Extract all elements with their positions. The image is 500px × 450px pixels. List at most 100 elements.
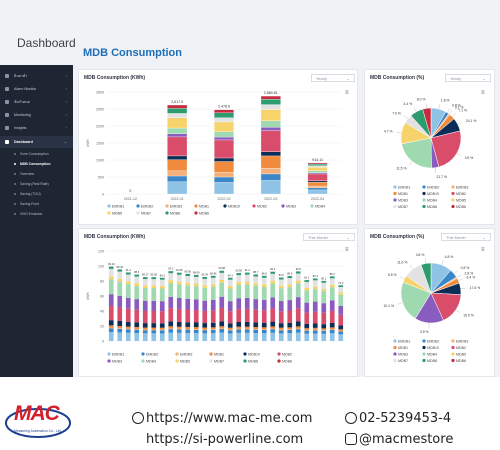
bar-segment xyxy=(210,322,216,328)
bar-segment xyxy=(227,279,233,286)
bar-total-label: 84.3 xyxy=(228,273,234,277)
bar-segment xyxy=(134,274,140,277)
legend-label: MDB10 xyxy=(427,192,439,196)
legend-label: EMDB2 xyxy=(141,204,153,208)
bar-segment xyxy=(227,301,233,312)
bar-segment xyxy=(214,136,234,141)
bar-segment xyxy=(202,327,208,330)
sidebar-item-monitoring[interactable]: Monitoring › xyxy=(0,109,73,121)
monthly-bar-card: MDB Consumption (KWh) This Month ⌄ ≡ 120… xyxy=(78,228,358,377)
bar-segment xyxy=(117,278,123,282)
sidebar-sub-saving-fund[interactable]: Saving Fund xyxy=(0,199,73,208)
bar-segment xyxy=(185,328,191,330)
pie-leader-line xyxy=(435,167,437,173)
bar-segment xyxy=(236,326,242,329)
bar-segment xyxy=(219,270,225,273)
pie-slice-label: 6.4 % xyxy=(467,275,476,279)
bar-segment xyxy=(168,328,174,330)
period-select[interactable]: This Month ⌄ xyxy=(303,233,355,241)
bar-segment xyxy=(329,322,335,328)
legend-label: MDB4 xyxy=(427,352,437,356)
sidebar-sub-zone-consumption[interactable]: Zone Consumption xyxy=(0,149,73,158)
bar-segment xyxy=(312,311,318,324)
legend-label: MDB7 xyxy=(398,359,408,363)
bar-segment xyxy=(329,330,335,334)
hamburger-menu-icon[interactable]: ≡ xyxy=(345,247,349,253)
bar-segment xyxy=(125,321,131,327)
bar-segment xyxy=(261,310,267,323)
sidebar-sub-overview[interactable]: Overview xyxy=(0,169,73,178)
legend-label: EMDB2 xyxy=(427,185,439,189)
line-id[interactable]: @macmestore xyxy=(345,432,453,447)
bar-segment xyxy=(260,173,281,181)
bar-segment xyxy=(278,288,284,302)
legend-swatch xyxy=(451,204,455,209)
monitor-icon xyxy=(5,113,9,117)
pie-leader-line xyxy=(441,260,444,265)
legend-label: MDB6 xyxy=(199,211,209,215)
period-select[interactable]: This Month ⌄ xyxy=(441,233,491,241)
bar-segment xyxy=(312,323,318,328)
website-link-primary[interactable]: https://www.mac-me.com xyxy=(132,411,312,426)
bar-segment xyxy=(261,286,267,300)
bar-segment xyxy=(236,332,242,341)
bar-segment xyxy=(202,323,208,328)
bar-total-label: 74.3 xyxy=(338,281,344,285)
bar-segment xyxy=(338,334,344,341)
website-link-text: https://www.mac-me.com xyxy=(146,411,313,426)
bar-segment xyxy=(142,287,148,301)
sidebar-sub-label: Saving Fund xyxy=(20,201,40,206)
bar-total-label: 85.17 xyxy=(142,273,149,277)
bar-segment xyxy=(227,311,233,324)
legend-label: EMDB1 xyxy=(112,352,124,356)
sidebar-sub-saving-real-rate[interactable]: Saving (Real Rate) xyxy=(0,179,73,188)
legend-label: MDB7 xyxy=(398,205,408,209)
pie-leader-line xyxy=(453,270,458,274)
hamburger-menu-icon[interactable]: ≡ xyxy=(481,90,485,96)
sidebar-sub-saving-tou[interactable]: Saving (TOU) xyxy=(0,189,73,198)
pie-slice xyxy=(430,130,462,168)
bar-segment xyxy=(176,321,182,327)
pie-slice-label: 8.0 % xyxy=(417,98,426,102)
bar-segment xyxy=(176,326,182,329)
phone-number[interactable]: 02-5239453-4 xyxy=(345,411,451,426)
sidebar-item-dashboard[interactable]: Dashboard ⌄ xyxy=(0,136,73,148)
sidebar-sub-label: Zone Consumption xyxy=(20,151,49,156)
sidebar-item-data[interactable]: ดิบดาต้า › xyxy=(0,70,73,82)
pie-slice-label: 1.8 % xyxy=(441,99,450,103)
bar-segment xyxy=(134,309,140,323)
pie-leader-line xyxy=(408,161,413,166)
hamburger-menu-icon[interactable]: ≡ xyxy=(481,247,485,253)
bar-segment xyxy=(134,276,140,284)
bar-segment xyxy=(261,327,267,330)
hamburger-menu-icon[interactable]: ≡ xyxy=(345,90,349,96)
sidebar-item-insights[interactable]: Insights › xyxy=(0,122,73,134)
sidebar-item-alarm-monitor[interactable]: Alarm Monitor › xyxy=(0,83,73,95)
footer-banner xyxy=(5,405,500,450)
bar-segment xyxy=(134,329,140,330)
website-link-secondary[interactable]: https://si-powerline.com xyxy=(146,432,303,447)
period-select[interactable]: Yearly ⌄ xyxy=(311,74,355,82)
sidebar-sub-mdb-consumption[interactable]: MDB Consumption xyxy=(0,159,73,168)
bar-segment xyxy=(321,333,327,341)
website-link-text: https://si-powerline.com xyxy=(146,432,304,447)
bar-segment xyxy=(287,300,293,311)
bar-segment xyxy=(244,284,250,298)
bar-segment xyxy=(244,321,250,327)
bar-segment xyxy=(304,302,310,313)
sidebar-item-settings[interactable]: ข้อกำหนด › xyxy=(0,96,73,108)
bar-segment xyxy=(287,322,293,328)
legend-label: MDB5 xyxy=(112,211,122,215)
monthly-pie-card: MDB Consumption (%) This Month ⌄ ≡ 4.8 %… xyxy=(364,228,495,377)
bar-segment xyxy=(125,328,131,330)
legend-label: MDB10 xyxy=(248,352,260,356)
legend-label: EMDB1 xyxy=(398,185,410,189)
period-select[interactable]: Yearly ⌄ xyxy=(445,74,491,82)
bar-segment xyxy=(108,328,114,333)
chevron-right-icon: › xyxy=(65,100,67,104)
bar-segment xyxy=(168,271,174,274)
bar-segment xyxy=(307,181,328,187)
bar-segment xyxy=(329,329,335,331)
bar-segment xyxy=(295,308,301,322)
sidebar-sub-ghg-emission[interactable]: GHG Emission xyxy=(0,209,73,218)
